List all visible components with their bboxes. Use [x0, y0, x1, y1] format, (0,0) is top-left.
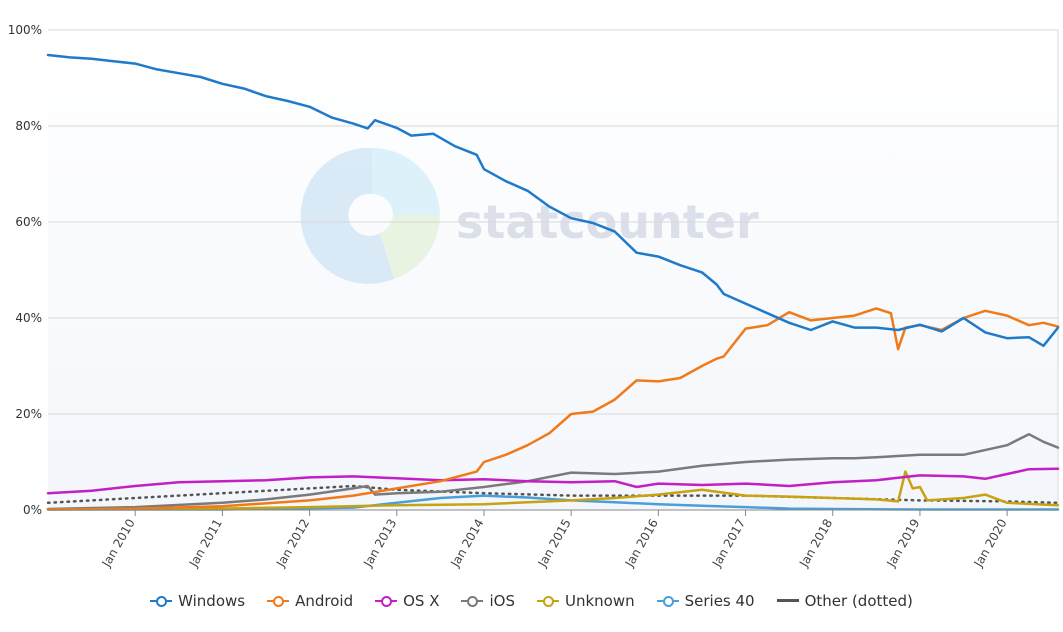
legend-item-unknown[interactable]: Unknown [536, 592, 635, 610]
watermark-logo-segment [380, 215, 440, 279]
x-tick-label: Jan 2012 [273, 517, 312, 571]
x-axis: Jan 2010 Jan 2011 Jan 2012 Jan 2013 Jan 2014… [99, 510, 1010, 570]
x-tick-label: Jan 2020 [971, 517, 1010, 571]
x-tick-label: Jan 2017 [709, 517, 748, 571]
watermark-logo-segment [372, 148, 440, 215]
legend-circle-icon [267, 594, 290, 608]
series-lines [46, 53, 1060, 511]
legend-label: Unknown [564, 592, 635, 610]
y-tick-label: 40% [15, 311, 42, 325]
legend-label: Other (dotted) [804, 592, 913, 610]
y-tick-label: 20% [15, 407, 42, 421]
x-tick-label: Jan 2014 [448, 517, 487, 571]
x-tick-label: Jan 2011 [186, 517, 225, 571]
x-tick-label: Jan 2019 [883, 517, 922, 571]
chart-legend: Windows Android OS X iOS Unknown Series 40 Oth… [0, 589, 1063, 613]
watermark-logo-segment [300, 147, 394, 284]
legend-line-icon [776, 594, 799, 608]
series-line-unknown [46, 470, 1060, 511]
x-tick-label: Jan 2016 [622, 517, 661, 571]
x-tick-label: Jan 2018 [796, 517, 835, 571]
legend-circle-icon [656, 594, 679, 608]
grid-lines [48, 29, 1059, 511]
y-tick-label: 80% [15, 119, 42, 133]
x-tick-label: Jan 2013 [360, 517, 399, 571]
legend-label: iOS [489, 592, 515, 610]
series-line-other-dotted [46, 484, 1060, 505]
legend-circle-icon [375, 594, 398, 608]
legend-circle-icon [150, 594, 173, 608]
series-line-os-x [46, 467, 1060, 495]
legend-item-series-40[interactable]: Series 40 [656, 592, 755, 610]
legend-circle-icon [461, 594, 484, 608]
plot-background [48, 30, 1058, 510]
y-tick-label: 60% [15, 215, 42, 229]
legend-label: Android [295, 592, 354, 610]
legend-label: Series 40 [684, 592, 755, 610]
x-tick-label: Jan 2015 [535, 517, 574, 571]
y-tick-label: 100% [8, 23, 42, 37]
y-tick-label: 0% [23, 503, 42, 517]
legend-label: OS X [403, 592, 440, 610]
legend-label: Windows [178, 592, 246, 610]
legend-circle-icon [536, 594, 559, 608]
x-tick-label: Jan 2010 [99, 517, 138, 571]
legend-item-windows[interactable]: Windows [150, 592, 245, 610]
legend-item-android[interactable]: Android [267, 592, 353, 610]
statcounter-watermark: statcounter [300, 147, 759, 284]
series-line-windows [46, 53, 1060, 348]
legend-item-ios[interactable]: iOS [461, 592, 515, 610]
legend-item-os-x[interactable]: OS X [375, 592, 439, 610]
series-line-ios [46, 432, 1060, 511]
y-axis: 0% 20% 40% 60% 80% 100% [8, 23, 42, 517]
legend-item-other-dotted[interactable]: Other (dotted) [776, 592, 913, 610]
